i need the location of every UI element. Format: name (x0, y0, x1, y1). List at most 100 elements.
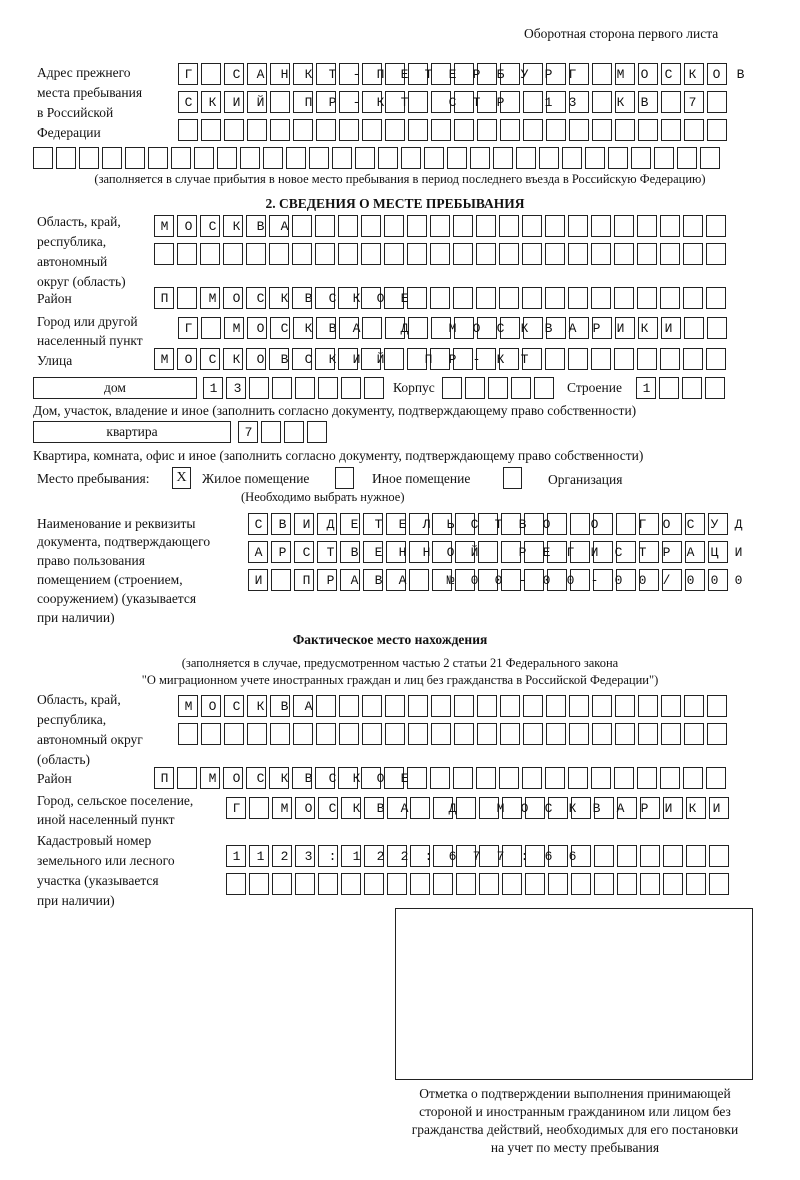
char-cell[interactable] (362, 91, 382, 113)
char-cell[interactable] (686, 873, 706, 895)
char-cell[interactable] (477, 695, 497, 717)
char-cell[interactable] (683, 767, 703, 789)
char-cell[interactable] (562, 147, 582, 169)
char-cell[interactable] (615, 119, 635, 141)
char-cell[interactable] (639, 513, 659, 535)
char-cell[interactable] (315, 767, 335, 789)
char-cell[interactable] (261, 421, 281, 443)
char-cell[interactable] (477, 63, 497, 85)
char-cell[interactable] (361, 348, 381, 370)
char-cell[interactable] (683, 287, 703, 309)
char-cell[interactable] (661, 63, 681, 85)
char-cell[interactable] (385, 119, 405, 141)
char-cell[interactable] (568, 243, 588, 265)
char-cell[interactable] (454, 317, 474, 339)
char-cell[interactable] (295, 873, 315, 895)
char-cell[interactable] (654, 147, 674, 169)
flat-type-field[interactable]: квартира (33, 421, 231, 443)
char-cell[interactable] (442, 377, 462, 399)
char-cell[interactable] (385, 63, 405, 85)
char-cell[interactable] (500, 119, 520, 141)
char-cell[interactable] (178, 63, 198, 85)
char-cell[interactable] (430, 767, 450, 789)
char-cell[interactable] (385, 695, 405, 717)
char-cell[interactable] (660, 215, 680, 237)
char-cell[interactable] (662, 541, 682, 563)
char-cell[interactable] (706, 287, 726, 309)
char-cell[interactable] (499, 767, 519, 789)
char-cell[interactable] (500, 63, 520, 85)
char-cell[interactable] (501, 569, 521, 591)
char-cell[interactable] (636, 377, 656, 399)
char-cell[interactable] (661, 695, 681, 717)
char-cell[interactable] (178, 91, 198, 113)
char-cell[interactable] (201, 317, 221, 339)
char-cell[interactable] (201, 63, 221, 85)
char-cell[interactable] (488, 377, 508, 399)
char-cell[interactable] (660, 348, 680, 370)
char-cell[interactable] (453, 215, 473, 237)
char-cell[interactable] (615, 91, 635, 113)
char-cell[interactable] (362, 317, 382, 339)
char-cell[interactable] (247, 723, 267, 745)
char-cell[interactable] (522, 243, 542, 265)
char-cell[interactable] (478, 569, 498, 591)
char-cell[interactable] (686, 845, 706, 867)
char-cell[interactable] (455, 541, 475, 563)
char-cell[interactable] (525, 797, 545, 819)
char-cell[interactable] (364, 845, 384, 867)
char-cell[interactable] (269, 767, 289, 789)
char-cell[interactable] (332, 147, 352, 169)
char-cell[interactable] (355, 147, 375, 169)
char-cell[interactable] (361, 215, 381, 237)
char-cell[interactable] (524, 541, 544, 563)
char-cell[interactable] (294, 569, 314, 591)
char-cell[interactable] (292, 287, 312, 309)
char-cell[interactable] (315, 215, 335, 237)
char-cell[interactable] (224, 317, 244, 339)
char-cell[interactable] (178, 317, 198, 339)
actual-region-row-2[interactable] (178, 723, 727, 745)
char-cell[interactable] (364, 873, 384, 895)
char-cell[interactable] (547, 541, 567, 563)
char-cell[interactable] (708, 513, 728, 535)
char-cell[interactable] (546, 91, 566, 113)
char-cell[interactable] (338, 243, 358, 265)
char-cell[interactable] (295, 377, 315, 399)
char-cell[interactable] (545, 215, 565, 237)
char-cell[interactable] (318, 873, 338, 895)
char-cell[interactable] (270, 63, 290, 85)
char-cell[interactable] (592, 119, 612, 141)
char-cell[interactable] (709, 797, 729, 819)
char-cell[interactable] (317, 569, 337, 591)
char-cell[interactable] (200, 243, 220, 265)
char-cell[interactable] (479, 873, 499, 895)
char-cell[interactable] (33, 147, 53, 169)
char-cell[interactable] (201, 723, 221, 745)
char-cell[interactable] (387, 873, 407, 895)
char-cell[interactable] (493, 147, 513, 169)
prev-address-row-1[interactable]: Г САНКТ-ПЕТЕРБУРГ МОСКОВ (178, 63, 744, 85)
char-cell[interactable] (616, 569, 636, 591)
cadastre-row-1[interactable]: 1123:122:677:66 (226, 845, 729, 867)
char-cell[interactable] (638, 119, 658, 141)
char-cell[interactable] (615, 695, 635, 717)
char-cell[interactable] (294, 513, 314, 535)
char-cell[interactable] (546, 317, 566, 339)
char-cell[interactable] (317, 541, 337, 563)
korpus-row[interactable] (442, 377, 554, 399)
char-cell[interactable] (593, 513, 613, 535)
char-cell[interactable] (317, 513, 337, 535)
char-cell[interactable] (501, 541, 521, 563)
prev-address-row-2[interactable]: СКИЙ ПР-КТ СТР 13 КВ 7 (178, 91, 727, 113)
char-cell[interactable] (318, 797, 338, 819)
char-cell[interactable] (224, 119, 244, 141)
char-cell[interactable] (478, 513, 498, 535)
char-cell[interactable] (384, 243, 404, 265)
char-cell[interactable] (546, 723, 566, 745)
char-cell[interactable] (408, 317, 428, 339)
char-cell[interactable] (408, 63, 428, 85)
char-cell[interactable] (569, 723, 589, 745)
char-cell[interactable] (456, 873, 476, 895)
char-cell[interactable] (663, 873, 683, 895)
